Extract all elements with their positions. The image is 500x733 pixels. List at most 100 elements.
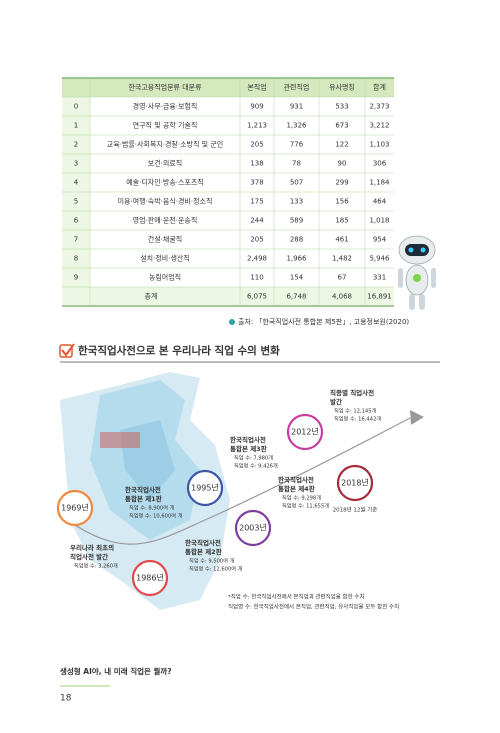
table-cell: 931 <box>290 103 303 111</box>
timeline-note: 2018년 12월 기준 <box>333 506 378 514</box>
table-cell: 1 <box>74 122 78 130</box>
table-cell: 5,946 <box>369 255 390 263</box>
timeline-arrow <box>410 410 424 425</box>
table-total-cell: 4,068 <box>332 293 352 301</box>
table-cell: 90 <box>338 160 347 168</box>
table-cell: 1,184 <box>369 179 390 187</box>
table-header: 본직업 <box>247 83 266 92</box>
timeline-title: 통합본 제4판 <box>278 484 315 493</box>
timeline-year: 1986년 <box>136 573 164 583</box>
table-cell: 673 <box>335 122 348 130</box>
timeline-detail: 직업 수: 9,500여 개 <box>189 557 235 565</box>
table-header: 합계 <box>373 83 386 92</box>
timeline-year: 2012년 <box>291 427 319 437</box>
table-cell: 331 <box>373 274 386 282</box>
timeline-node <box>286 413 324 451</box>
timeline-detail: 직업 수: 9,298개 <box>282 494 321 502</box>
table-cell: 205 <box>250 141 263 149</box>
table-cell: 8 <box>74 255 78 263</box>
page-number: 18 <box>60 694 72 704</box>
timeline-line <box>74 417 411 545</box>
timeline-detail: 직업명 수: 3,260개 <box>74 562 118 570</box>
table-cell: 7 <box>74 236 78 244</box>
timeline-title: 한국직업사전 <box>125 485 161 494</box>
map <box>60 372 230 610</box>
table-cell: 78 <box>292 160 301 168</box>
table-cell: 533 <box>335 103 348 111</box>
timeline-title: 한국직업사전 <box>185 538 221 547</box>
timeline-detail: 직업명 수: 9,426개 <box>234 462 278 470</box>
timeline-detail: 직업 수: 12,145개 <box>334 407 377 415</box>
timeline-detail: 직업명 수: 11,655개 <box>282 502 329 510</box>
table-header: 유사명칭 <box>329 83 355 92</box>
table-cell: 461 <box>335 236 348 244</box>
table-total-cell: 6,075 <box>247 293 267 301</box>
table-cell: 2,498 <box>247 255 267 263</box>
timeline-detail: 직업명 수: 10,600여 개 <box>129 512 183 520</box>
timeline-detail: 직업명 수: 16,442개 <box>334 415 381 423</box>
footer-book-title: 생성형 AI야, 내 미래 직업은 뭘까? <box>60 666 172 676</box>
table-cell: 1,103 <box>369 141 389 149</box>
table-cell: 예술·디자인·방송·스포츠직 <box>126 178 204 187</box>
timeline-title: 통합본 제3판 <box>230 444 267 453</box>
table-cell: 122 <box>335 141 348 149</box>
table-cell: 1,326 <box>286 122 307 130</box>
table-cell: 4 <box>74 179 79 187</box>
table-cell: 110 <box>250 274 263 282</box>
timeline-node <box>131 559 169 597</box>
timeline-title: 발간 <box>330 397 342 406</box>
table-cell: 보건·의료직 <box>148 159 182 168</box>
timeline-year: 2003년 <box>239 523 267 533</box>
table-cell: 156 <box>335 198 349 206</box>
table-cell: 507 <box>290 179 303 187</box>
table-cell: 1,213 <box>247 122 267 130</box>
table-cell: 1,018 <box>369 217 389 225</box>
timeline-node <box>56 489 94 527</box>
robot <box>398 235 436 310</box>
table-cell: 133 <box>290 198 303 206</box>
table-cell: 9 <box>74 274 78 282</box>
table-header: 한국고용직업분류 대분류 <box>128 83 202 92</box>
table-cell: 589 <box>290 217 303 225</box>
table-header: 관련직업 <box>284 83 310 92</box>
table-source: 출처: 「한국직업사전 통합본 제5판」, 고용정보원(2020) <box>238 317 409 326</box>
timeline-year: 1969년 <box>61 503 89 513</box>
table-cell: 138 <box>250 160 263 168</box>
footnote: *직업 수: 한국직업사전에서 본직업과 관련직업을 합한 수치 <box>228 593 365 601</box>
table-cell: 1,482 <box>332 255 352 263</box>
table-cell: 205 <box>250 236 263 244</box>
table-cell: 연구직 및 공학 기술직 <box>133 121 198 130</box>
check-mark <box>61 343 75 357</box>
table-cell: 909 <box>250 103 263 111</box>
table-cell: 영업·판매·운전·운송직 <box>133 216 198 225</box>
table-cell: 건설·채굴직 <box>148 235 182 244</box>
table-cell: 3,212 <box>369 122 389 130</box>
table-cell: 154 <box>290 274 304 282</box>
table-total-bg <box>62 287 394 306</box>
table-cell: 설치·정비·생산직 <box>140 254 190 263</box>
table-cell: 244 <box>250 217 264 225</box>
table-cell: 464 <box>373 198 387 206</box>
table-cell: 776 <box>290 141 304 149</box>
table-cell: 185 <box>335 217 348 225</box>
table-cell: 0 <box>74 103 78 111</box>
table-total-label: 총계 <box>145 292 158 301</box>
timeline-detail: 직업명 수: 12,600여 개 <box>189 565 243 573</box>
table-cell: 교육·법률·사회복지·경찰·소방직 및 군인 <box>107 140 223 149</box>
table-cell: 378 <box>250 179 263 187</box>
timeline-title: 한국직업사전 <box>278 475 314 484</box>
table-total-cell: 16,891 <box>367 293 392 301</box>
table-cell: 2 <box>74 141 78 149</box>
table-cell: 1,966 <box>286 255 307 263</box>
check-icon <box>59 344 73 358</box>
timeline-title: 직업사전 발간 <box>70 552 108 561</box>
timeline-detail: 직업 수: 7,980개 <box>234 454 273 462</box>
table-cell: 3 <box>74 160 78 168</box>
timeline-title: 통합본 제2판 <box>185 547 222 556</box>
timeline-title: 한국직업사전 <box>230 435 266 444</box>
timeline-year: 2018년 <box>341 478 369 488</box>
table-header-bg <box>62 78 394 97</box>
table-cell: 경영·사무·금융·보험직 <box>133 102 198 111</box>
